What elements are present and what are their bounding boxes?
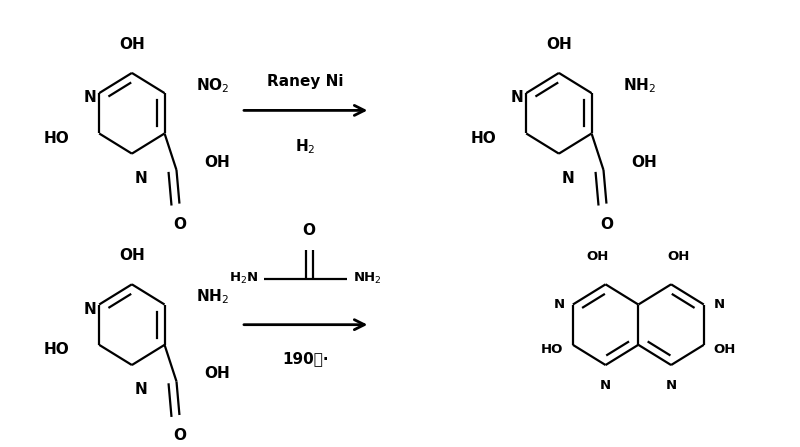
- Text: N: N: [83, 302, 96, 317]
- Text: OH: OH: [714, 343, 736, 356]
- Text: N: N: [714, 298, 725, 311]
- Text: OH: OH: [204, 155, 230, 170]
- Text: NO$_2$: NO$_2$: [196, 76, 230, 95]
- Text: HO: HO: [470, 131, 497, 146]
- Text: H$_2$: H$_2$: [295, 137, 316, 156]
- Text: HO: HO: [44, 131, 70, 146]
- Text: O: O: [302, 223, 315, 238]
- Text: N: N: [83, 90, 96, 105]
- Text: O: O: [600, 217, 613, 232]
- Text: N: N: [666, 380, 677, 392]
- Text: N: N: [135, 382, 148, 397]
- Text: HO: HO: [541, 343, 563, 356]
- Text: NH$_2$: NH$_2$: [196, 287, 230, 306]
- Text: OH: OH: [119, 248, 145, 263]
- Text: N: N: [510, 90, 523, 105]
- Text: OH: OH: [204, 366, 230, 381]
- Text: N: N: [554, 298, 565, 311]
- Text: Raney Ni: Raney Ni: [267, 74, 344, 89]
- Text: H$_2$N: H$_2$N: [229, 271, 258, 286]
- Text: OH: OH: [668, 250, 690, 263]
- Text: HO: HO: [44, 342, 70, 357]
- Text: OH: OH: [546, 37, 572, 52]
- Text: N: N: [135, 171, 148, 186]
- Text: NH$_2$: NH$_2$: [623, 76, 656, 95]
- Text: OH: OH: [586, 250, 609, 263]
- Text: O: O: [173, 429, 186, 443]
- Text: OH: OH: [631, 155, 657, 170]
- Text: N: N: [600, 380, 611, 392]
- Text: O: O: [173, 217, 186, 232]
- Text: OH: OH: [119, 37, 145, 52]
- Text: NH$_2$: NH$_2$: [354, 271, 382, 286]
- Text: 190度·: 190度·: [282, 352, 329, 367]
- Text: N: N: [562, 171, 574, 186]
